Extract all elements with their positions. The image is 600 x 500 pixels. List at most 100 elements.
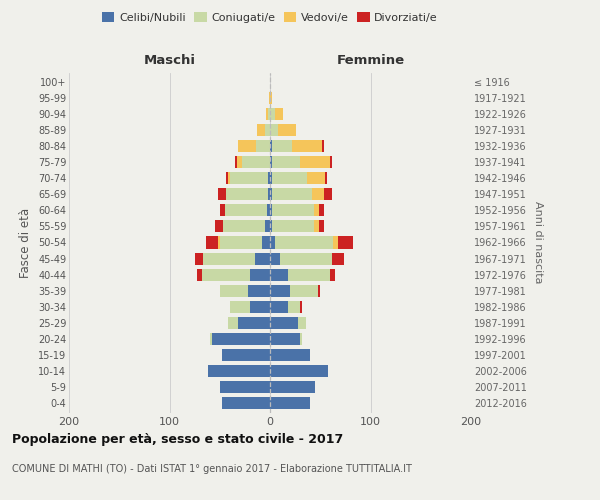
- Bar: [270, 124, 278, 136]
- Text: Maschi: Maschi: [143, 54, 196, 68]
- Bar: [208, 365, 270, 377]
- Bar: [300, 332, 302, 344]
- Bar: [265, 124, 270, 136]
- Bar: [248, 284, 270, 296]
- Bar: [268, 172, 270, 184]
- Bar: [230, 300, 250, 312]
- Bar: [325, 172, 327, 184]
- Bar: [272, 204, 314, 216]
- Bar: [322, 140, 324, 152]
- Bar: [212, 332, 270, 344]
- Bar: [319, 204, 324, 216]
- Bar: [270, 300, 288, 312]
- Bar: [272, 220, 314, 232]
- Bar: [312, 188, 324, 200]
- Bar: [270, 268, 288, 280]
- Bar: [222, 349, 270, 361]
- Bar: [257, 124, 265, 136]
- Bar: [272, 172, 307, 184]
- Bar: [237, 156, 242, 168]
- Bar: [300, 300, 302, 312]
- Bar: [272, 156, 300, 168]
- Bar: [228, 316, 238, 328]
- Bar: [270, 140, 272, 152]
- Bar: [242, 156, 270, 168]
- Y-axis label: Anni di nascita: Anni di nascita: [533, 201, 544, 283]
- Bar: [270, 397, 310, 409]
- Bar: [226, 188, 268, 200]
- Y-axis label: Fasce di età: Fasce di età: [19, 208, 32, 278]
- Bar: [206, 236, 218, 248]
- Bar: [275, 108, 283, 120]
- Bar: [272, 140, 292, 152]
- Bar: [220, 284, 248, 296]
- Bar: [270, 220, 272, 232]
- Bar: [270, 236, 275, 248]
- Bar: [268, 108, 270, 120]
- Bar: [226, 172, 228, 184]
- Bar: [270, 332, 300, 344]
- Bar: [270, 365, 328, 377]
- Bar: [300, 156, 330, 168]
- Text: COMUNE DI MATHI (TO) - Dati ISTAT 1° gennaio 2017 - Elaborazione TUTTITALIA.IT: COMUNE DI MATHI (TO) - Dati ISTAT 1° gen…: [12, 464, 412, 474]
- Bar: [275, 236, 334, 248]
- Bar: [288, 300, 300, 312]
- Bar: [307, 172, 325, 184]
- Bar: [314, 204, 319, 216]
- Bar: [266, 108, 268, 120]
- Bar: [203, 252, 255, 264]
- Bar: [238, 140, 256, 152]
- Bar: [269, 92, 270, 104]
- Bar: [280, 252, 332, 264]
- Bar: [255, 252, 270, 264]
- Bar: [270, 172, 272, 184]
- Text: Femmine: Femmine: [337, 54, 404, 68]
- Bar: [270, 204, 272, 216]
- Bar: [270, 108, 275, 120]
- Bar: [235, 156, 237, 168]
- Bar: [222, 397, 270, 409]
- Bar: [210, 332, 212, 344]
- Bar: [262, 236, 270, 248]
- Bar: [220, 204, 225, 216]
- Bar: [278, 124, 296, 136]
- Bar: [202, 268, 250, 280]
- Bar: [292, 140, 322, 152]
- Bar: [215, 220, 223, 232]
- Bar: [220, 236, 262, 248]
- Bar: [338, 236, 353, 248]
- Bar: [225, 204, 267, 216]
- Bar: [270, 252, 280, 264]
- Bar: [238, 316, 270, 328]
- Bar: [197, 268, 202, 280]
- Legend: Celibi/Nubili, Coniugati/e, Vedovi/e, Divorziati/e: Celibi/Nubili, Coniugati/e, Vedovi/e, Di…: [98, 8, 442, 28]
- Bar: [270, 284, 290, 296]
- Bar: [290, 284, 318, 296]
- Bar: [194, 252, 203, 264]
- Bar: [270, 381, 315, 393]
- Bar: [220, 381, 270, 393]
- Bar: [223, 220, 265, 232]
- Bar: [230, 172, 268, 184]
- Bar: [270, 316, 298, 328]
- Bar: [314, 220, 319, 232]
- Bar: [272, 188, 312, 200]
- Bar: [270, 156, 272, 168]
- Bar: [324, 188, 332, 200]
- Bar: [265, 220, 270, 232]
- Bar: [218, 236, 220, 248]
- Bar: [218, 188, 226, 200]
- Bar: [288, 268, 331, 280]
- Bar: [256, 140, 270, 152]
- Bar: [250, 300, 270, 312]
- Bar: [270, 92, 272, 104]
- Bar: [250, 268, 270, 280]
- Bar: [331, 156, 332, 168]
- Bar: [270, 349, 310, 361]
- Text: Popolazione per età, sesso e stato civile - 2017: Popolazione per età, sesso e stato civil…: [12, 432, 343, 446]
- Bar: [331, 268, 335, 280]
- Bar: [267, 204, 270, 216]
- Bar: [298, 316, 306, 328]
- Bar: [270, 188, 272, 200]
- Bar: [334, 236, 338, 248]
